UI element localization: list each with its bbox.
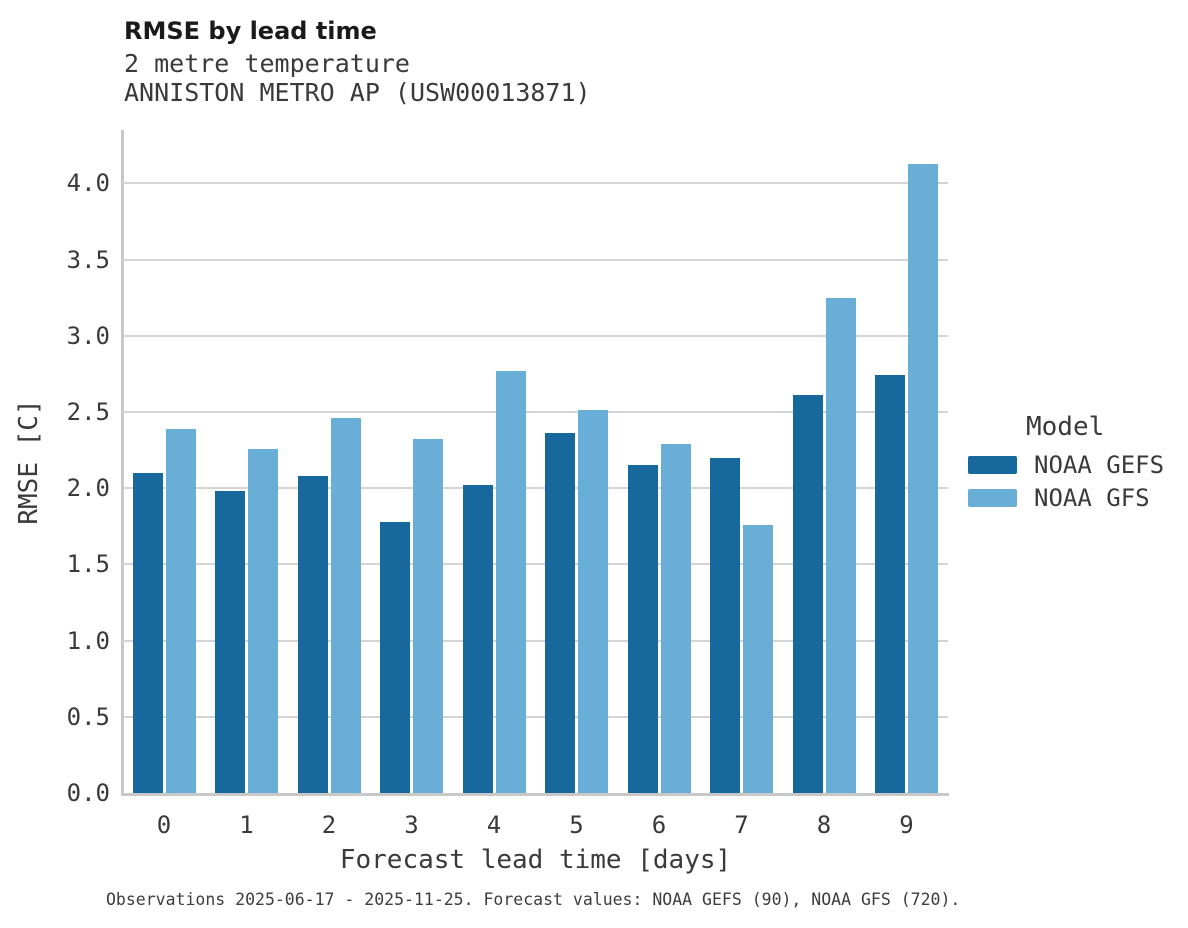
- y-tick-label-0.0: 0.0: [66, 779, 110, 807]
- gridline-y-2.5: [123, 410, 948, 413]
- x-tick-label-3: 3: [404, 811, 419, 839]
- bar-noaa-gefs-lead-3: [380, 521, 410, 793]
- bar-noaa-gefs-lead-6: [627, 465, 658, 793]
- bar-noaa-gefs-lead-2: [297, 475, 328, 793]
- chart-subtitle-variable: 2 metre temperature: [124, 49, 410, 78]
- y-tick-label-1.5: 1.5: [66, 550, 110, 579]
- plot-area: [123, 130, 948, 793]
- chart-title: RMSE by lead time: [124, 17, 377, 45]
- gridline-y-2.0: [123, 487, 948, 490]
- bar-noaa-gfs-lead-3: [413, 439, 443, 793]
- bar-noaa-gefs-lead-5: [545, 433, 575, 793]
- bar-noaa-gfs-lead-1: [248, 448, 278, 793]
- bar-noaa-gfs-lead-2: [330, 418, 361, 793]
- x-tick-label-5: 5: [569, 811, 584, 839]
- bar-noaa-gfs-lead-7: [743, 524, 773, 793]
- gridline-y-1.0: [123, 639, 948, 642]
- x-tick-label-6: 6: [651, 811, 667, 839]
- y-tick-label-3.0: 3.0: [66, 321, 110, 350]
- legend-label-noaa-gfs: NOAA GFS: [1034, 484, 1150, 512]
- bar-noaa-gefs-lead-7: [710, 457, 740, 793]
- y-tick-label-3.5: 3.5: [66, 245, 110, 274]
- bar-noaa-gefs-lead-0: [132, 472, 163, 793]
- x-tick-label-4: 4: [486, 811, 502, 839]
- x-tick-label-0: 0: [156, 811, 172, 839]
- y-tick-label-2.5: 2.5: [66, 397, 110, 426]
- x-axis-spine: [121, 793, 949, 796]
- x-tick-label-8: 8: [816, 811, 832, 839]
- bar-noaa-gfs-lead-9: [908, 163, 938, 793]
- bar-noaa-gfs-lead-0: [165, 428, 196, 793]
- y-tick-label-0.5: 0.5: [66, 702, 110, 731]
- x-tick-label-2: 2: [321, 811, 337, 839]
- bar-noaa-gfs-lead-5: [578, 410, 608, 793]
- caption: Observations 2025-06-17 - 2025-11-25. Fo…: [106, 890, 961, 909]
- bar-noaa-gfs-lead-8: [825, 297, 856, 793]
- bar-noaa-gefs-lead-9: [875, 375, 905, 793]
- x-axis-label: Forecast lead time [days]: [339, 845, 732, 875]
- x-tick-label-1: 1: [239, 811, 254, 839]
- gridline-y-3.5: [123, 258, 948, 261]
- legend-swatch-noaa-gefs: [968, 456, 1017, 474]
- legend-title: Model: [1026, 412, 1105, 442]
- gridline-y-3.0: [123, 334, 948, 337]
- y-axis-spine: [121, 130, 124, 796]
- legend-swatch-noaa-gfs: [968, 489, 1017, 507]
- y-tick-label-4.0: 4.0: [66, 169, 110, 198]
- legend-label-noaa-gefs: NOAA GEFS: [1034, 451, 1165, 479]
- legend-entry-noaa-gefs: NOAA GEFS: [968, 451, 1165, 479]
- gridline-y-0.5: [123, 715, 948, 718]
- bar-noaa-gefs-lead-1: [215, 491, 245, 793]
- bar-noaa-gfs-lead-4: [495, 370, 526, 793]
- legend-entry-noaa-gfs: NOAA GFS: [968, 484, 1150, 512]
- chart-subtitle-station: ANNISTON METRO AP (USW00013871): [124, 78, 591, 107]
- y-tick-label-1.0: 1.0: [66, 626, 110, 655]
- y-tick-label-2.0: 2.0: [66, 474, 110, 503]
- gridline-y-1.5: [123, 563, 948, 566]
- x-tick-label-9: 9: [899, 811, 914, 839]
- x-tick-label-7: 7: [734, 811, 749, 839]
- gridline-y-4.0: [123, 182, 948, 185]
- bar-noaa-gefs-lead-8: [792, 395, 823, 793]
- bar-noaa-gefs-lead-4: [462, 485, 493, 793]
- bar-noaa-gfs-lead-6: [660, 443, 691, 793]
